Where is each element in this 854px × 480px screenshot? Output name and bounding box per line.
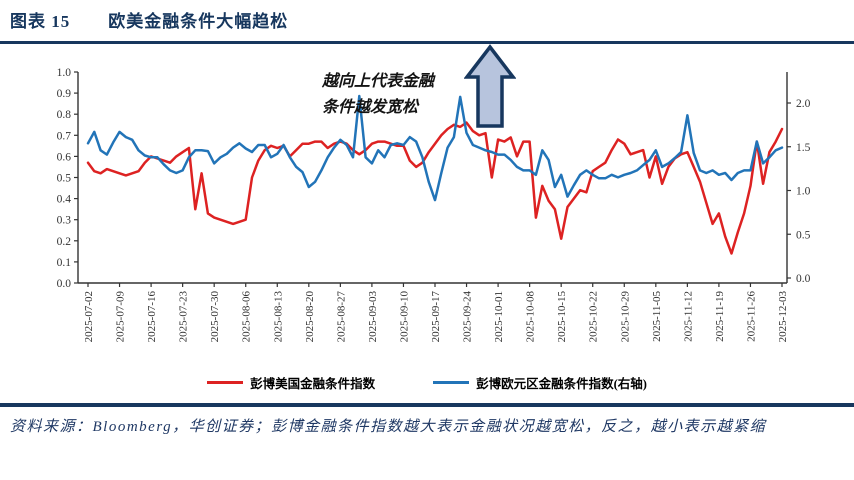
svg-text:2025-10-22: 2025-10-22 — [588, 291, 600, 342]
svg-text:2025-09-17: 2025-09-17 — [430, 291, 442, 343]
chart-annotation: 越向上代表金融 条件越发宽松 — [322, 69, 507, 121]
svg-text:2025-08-20: 2025-08-20 — [304, 291, 316, 343]
svg-text:0.5: 0.5 — [57, 173, 72, 185]
source-note: 资料来源：Bloomberg，华创证券；彭博金融条件指数越大表示金融状况越宽松，… — [10, 419, 767, 435]
legend-label-eurozone: 彭博欧元区金融条件指数(右轴) — [476, 377, 647, 391]
svg-text:2025-08-27: 2025-08-27 — [335, 291, 347, 343]
svg-text:2025-11-12: 2025-11-12 — [682, 291, 694, 342]
figure-title: 欧美金融条件大幅趋松 — [108, 12, 289, 31]
svg-text:2025-10-08: 2025-10-08 — [525, 291, 537, 343]
svg-text:2.0: 2.0 — [796, 98, 811, 110]
legend-line-blue — [433, 381, 470, 384]
svg-text:2025-10-29: 2025-10-29 — [619, 291, 631, 343]
svg-text:0.2: 0.2 — [57, 236, 72, 248]
svg-text:2025-07-30: 2025-07-30 — [209, 291, 221, 343]
legend-label-us: 彭博美国金融条件指数 — [250, 377, 376, 391]
legend-item-us: 彭博美国金融条件指数 — [207, 373, 375, 392]
title-divider — [0, 41, 854, 44]
svg-text:2025-07-23: 2025-07-23 — [178, 291, 190, 343]
figure-number-label: 图表 15 — [10, 12, 71, 31]
svg-text:2025-09-03: 2025-09-03 — [367, 291, 379, 343]
svg-text:1.0: 1.0 — [796, 186, 811, 198]
svg-text:0.9: 0.9 — [57, 88, 72, 100]
svg-text:2025-08-06: 2025-08-06 — [241, 291, 253, 343]
svg-text:0.0: 0.0 — [57, 278, 72, 290]
up-arrow-icon — [464, 44, 516, 128]
svg-text:0.7: 0.7 — [57, 130, 72, 142]
svg-text:2025-08-13: 2025-08-13 — [272, 291, 284, 343]
svg-text:2025-11-26: 2025-11-26 — [745, 291, 757, 342]
svg-text:2025-07-09: 2025-07-09 — [115, 291, 127, 343]
figure-header: 图表 15 欧美金融条件大幅趋松 — [10, 7, 288, 32]
svg-text:1.0: 1.0 — [57, 67, 72, 79]
svg-text:2025-10-15: 2025-10-15 — [556, 291, 568, 343]
svg-text:2025-09-10: 2025-09-10 — [398, 291, 410, 343]
svg-text:2025-11-05: 2025-11-05 — [651, 291, 663, 342]
svg-text:2025-07-16: 2025-07-16 — [146, 291, 158, 343]
svg-text:0.3: 0.3 — [57, 215, 72, 227]
svg-text:0.0: 0.0 — [796, 273, 811, 285]
legend-line-red — [207, 381, 244, 384]
annotation-line2: 条件越发宽松 — [322, 98, 419, 116]
svg-text:0.8: 0.8 — [57, 109, 72, 121]
chart-legend: 彭博美国金融条件指数 彭博欧元区金融条件指数(右轴) — [0, 373, 854, 392]
svg-text:1.5: 1.5 — [796, 142, 811, 154]
svg-text:2025-09-24: 2025-09-24 — [462, 291, 474, 343]
svg-text:0.5: 0.5 — [796, 229, 811, 241]
svg-text:2025-12-03: 2025-12-03 — [777, 291, 789, 343]
legend-item-eurozone: 彭博欧元区金融条件指数(右轴) — [433, 373, 647, 392]
annotation-line1: 越向上代表金融 — [322, 73, 435, 90]
svg-text:2025-11-19: 2025-11-19 — [714, 291, 726, 342]
svg-text:0.6: 0.6 — [57, 151, 72, 163]
svg-text:0.1: 0.1 — [57, 257, 72, 269]
svg-text:0.4: 0.4 — [57, 194, 72, 206]
source-divider: 资料来源：Bloomberg，华创证券；彭博金融条件指数越大表示金融状况越宽松，… — [0, 403, 854, 441]
svg-text:2025-07-02: 2025-07-02 — [83, 291, 95, 342]
svg-text:2025-10-01: 2025-10-01 — [493, 291, 505, 342]
